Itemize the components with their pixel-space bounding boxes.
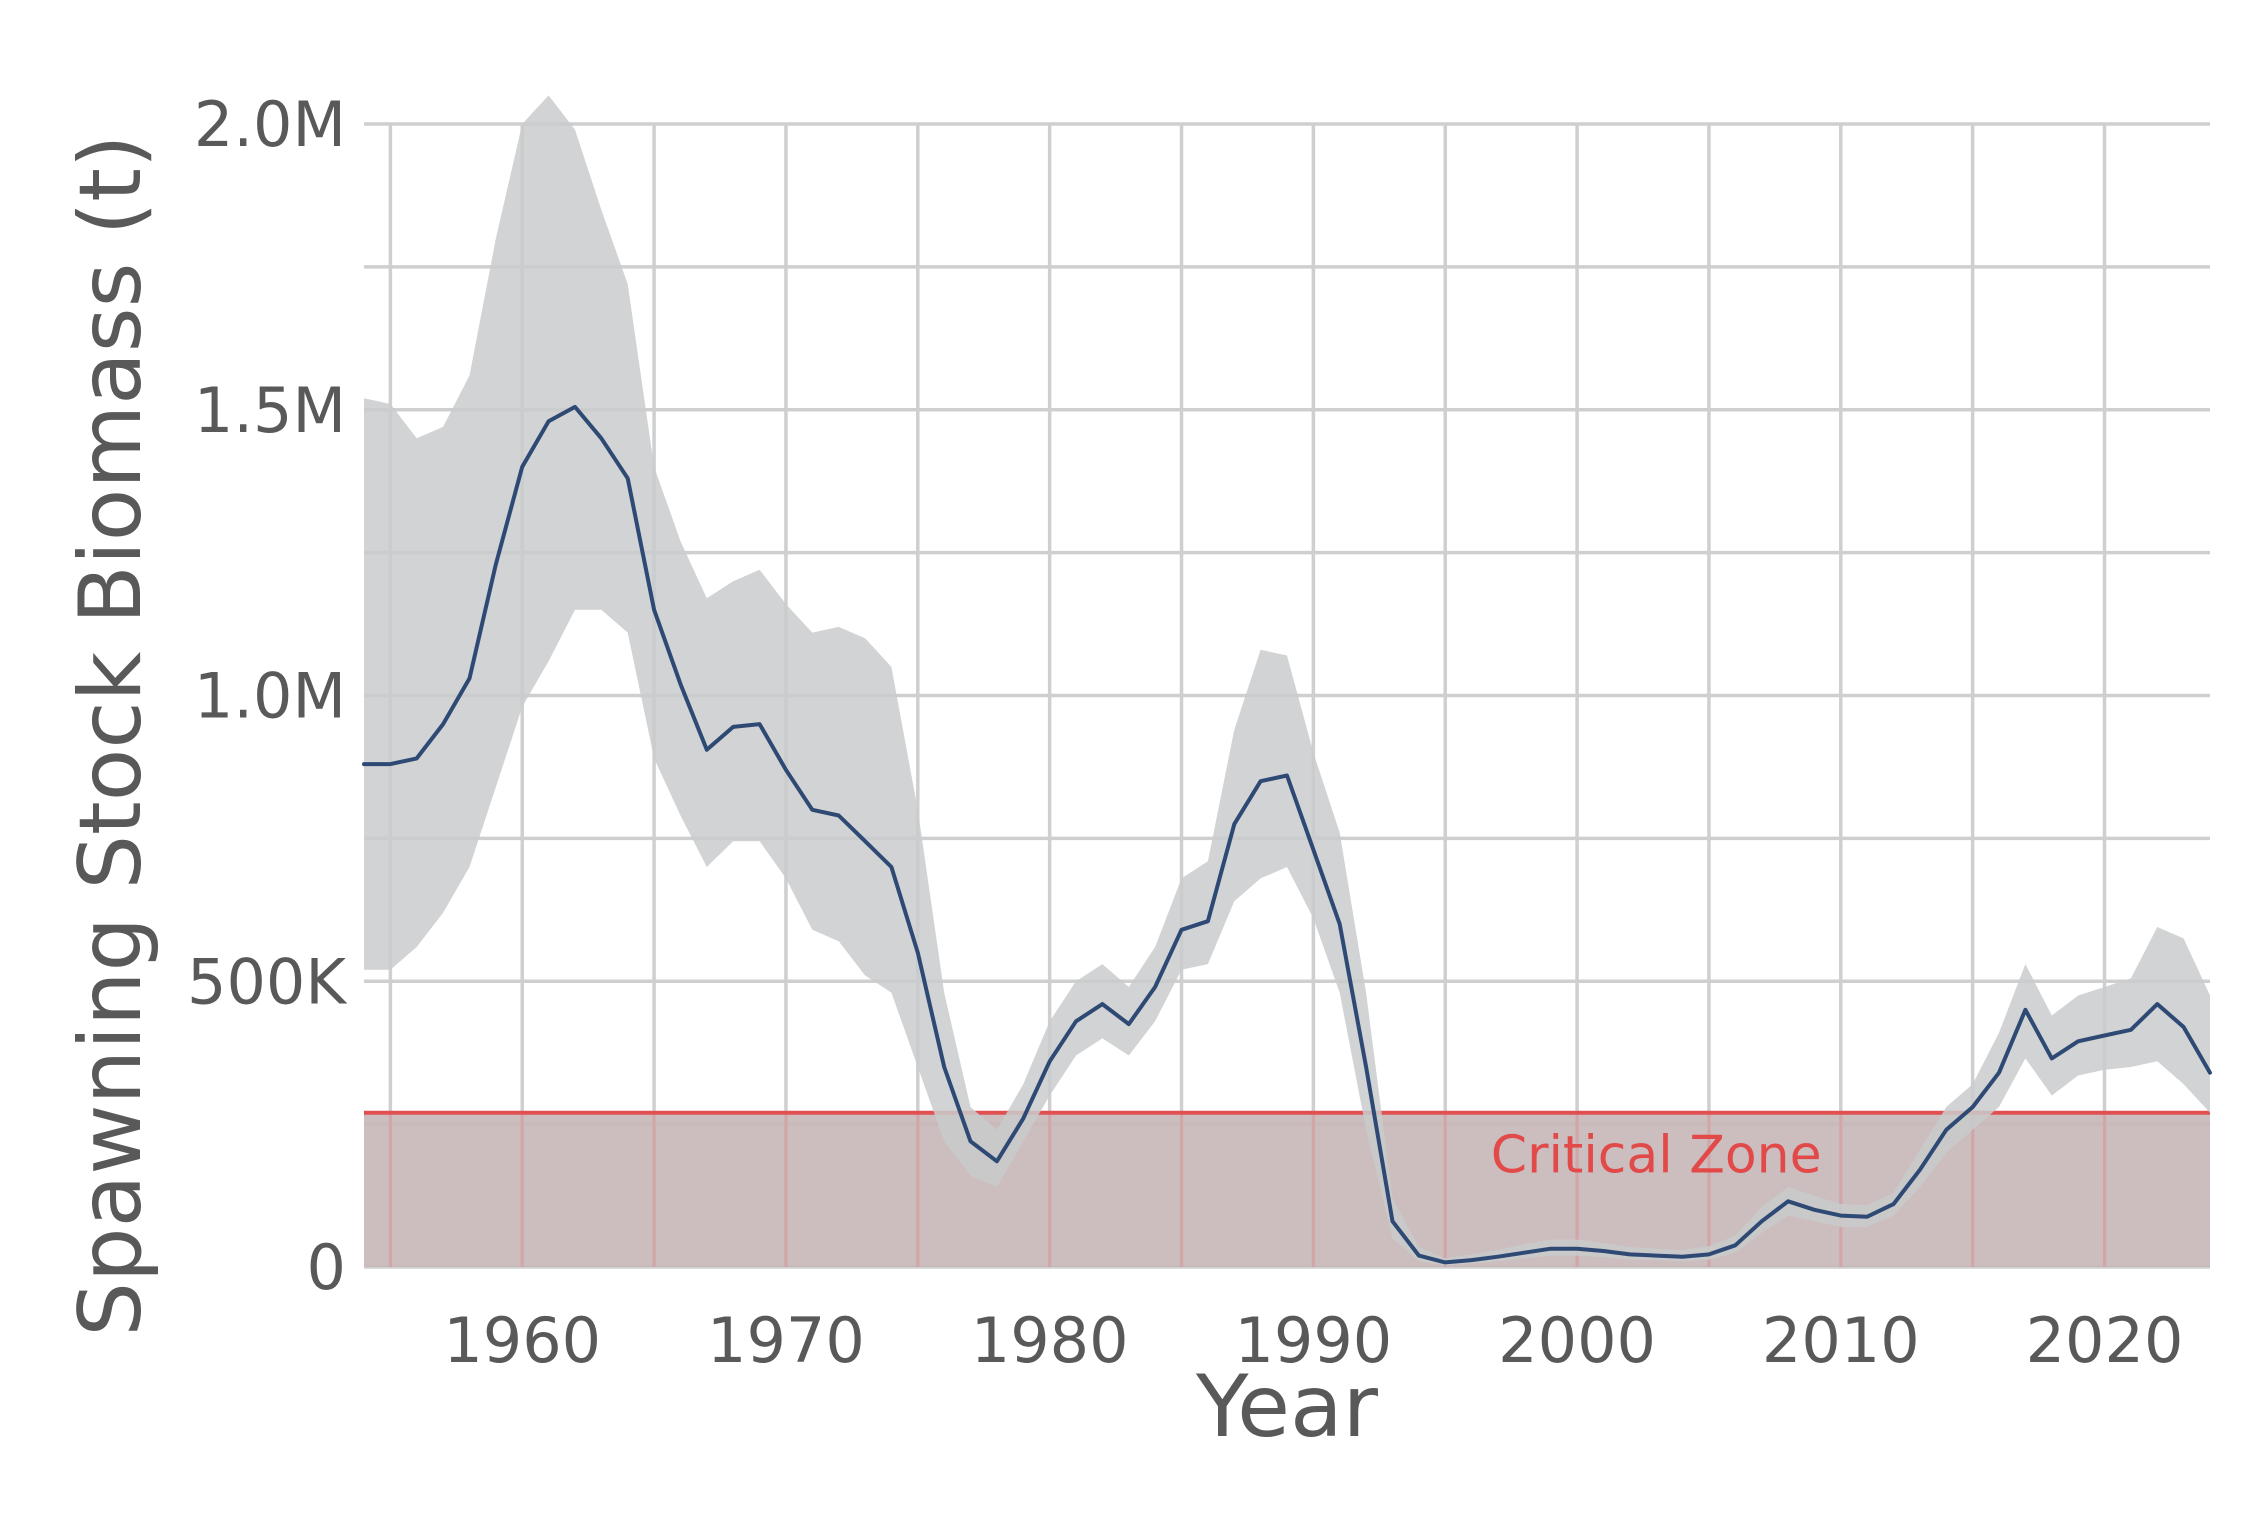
data-point xyxy=(705,748,709,752)
x-tick-label: 1990 xyxy=(1234,1304,1392,1377)
data-point xyxy=(1153,985,1157,989)
y-axis-title: Spawning Stock Biomass (t) xyxy=(61,134,161,1336)
y-tick-label: 500K xyxy=(187,945,347,1018)
data-point xyxy=(1944,1128,1948,1132)
x-tick-label: 2020 xyxy=(2026,1304,2184,1377)
x-axis-title: Year xyxy=(1195,1357,1379,1457)
data-point xyxy=(1443,1260,1447,1264)
x-tick-label: 1970 xyxy=(707,1304,865,1377)
data-point xyxy=(1681,1255,1685,1259)
data-point xyxy=(652,608,656,612)
data-point xyxy=(1206,919,1210,923)
data-point xyxy=(1417,1254,1421,1258)
data-point xyxy=(547,419,551,423)
data-point xyxy=(1127,1022,1131,1026)
data-point xyxy=(1496,1255,1500,1259)
data-point xyxy=(494,562,498,566)
data-point xyxy=(2182,1025,2186,1029)
x-tick-label: 1960 xyxy=(443,1304,601,1377)
data-point xyxy=(626,476,630,480)
confidence-band-layer xyxy=(364,95,2210,1266)
data-point xyxy=(2155,1002,2159,1006)
data-point xyxy=(1997,1071,2001,1075)
data-point xyxy=(2023,1008,2027,1012)
data-point xyxy=(2050,1056,2054,1060)
data-point xyxy=(1259,779,1263,783)
x-tick-label: 2000 xyxy=(1498,1304,1656,1377)
data-point xyxy=(573,405,577,409)
data-point xyxy=(1021,1116,1025,1120)
data-point xyxy=(1180,928,1184,932)
data-point xyxy=(1839,1214,1843,1218)
data-point xyxy=(837,814,841,818)
data-point xyxy=(2103,1034,2107,1038)
data-point xyxy=(1760,1219,1764,1223)
data-point xyxy=(362,762,366,766)
data-point xyxy=(679,682,683,686)
data-point xyxy=(995,1159,999,1163)
data-point xyxy=(784,768,788,772)
data-point xyxy=(1918,1168,1922,1172)
biomass-line-layer xyxy=(362,404,2212,1265)
data-point xyxy=(1311,848,1315,852)
data-point xyxy=(468,676,472,680)
data-point xyxy=(1707,1252,1711,1256)
data-point xyxy=(969,1139,973,1143)
data-point xyxy=(1522,1251,1526,1255)
y-tick-label: 2.0M xyxy=(194,88,346,161)
y-tick-label: 1.5M xyxy=(194,374,346,447)
data-point xyxy=(1602,1249,1606,1253)
critical-zone-label: Critical Zone xyxy=(1491,1126,1822,1186)
data-point xyxy=(1549,1247,1553,1251)
data-point xyxy=(1892,1202,1896,1206)
tick-labels: 1960 1970 1980 1990 2000 2010 2020 0 500K 1.0M 1.5… xyxy=(187,88,2183,1377)
confidence-band xyxy=(364,95,2210,1266)
data-point xyxy=(1338,922,1342,926)
data-point xyxy=(1285,774,1289,778)
data-point xyxy=(2208,1071,2212,1075)
data-point xyxy=(1470,1258,1474,1262)
data-point xyxy=(415,756,419,760)
data-point xyxy=(1654,1254,1658,1258)
data-point xyxy=(863,839,867,843)
data-point xyxy=(731,725,735,729)
y-tick-label: 0 xyxy=(307,1231,346,1304)
data-point xyxy=(1971,1105,1975,1109)
data-point xyxy=(1232,822,1236,826)
data-point xyxy=(441,722,445,726)
data-point xyxy=(810,808,814,812)
data-point xyxy=(889,865,893,869)
data-point xyxy=(1628,1252,1632,1256)
x-tick-label: 1980 xyxy=(971,1304,1129,1377)
data-point xyxy=(942,1065,946,1069)
data-point xyxy=(758,722,762,726)
data-point xyxy=(388,762,392,766)
data-point xyxy=(520,465,524,469)
y-tick-label: 1.0M xyxy=(194,660,346,733)
data-point xyxy=(1865,1215,1869,1219)
data-point xyxy=(1733,1243,1737,1247)
data-point xyxy=(1391,1219,1395,1223)
data-point xyxy=(599,436,603,440)
x-tick-label: 2010 xyxy=(1762,1304,1920,1377)
data-point xyxy=(916,951,920,955)
data-point xyxy=(1048,1059,1052,1063)
data-point xyxy=(1364,1065,1368,1069)
data-point xyxy=(1812,1208,1816,1212)
data-point xyxy=(1100,1002,1104,1006)
data-point xyxy=(1786,1199,1790,1203)
data-point xyxy=(1575,1247,1579,1251)
data-point xyxy=(2076,1039,2080,1043)
biomass-line xyxy=(362,404,2212,1265)
data-point xyxy=(1074,1019,1078,1023)
data-point xyxy=(2129,1028,2133,1032)
